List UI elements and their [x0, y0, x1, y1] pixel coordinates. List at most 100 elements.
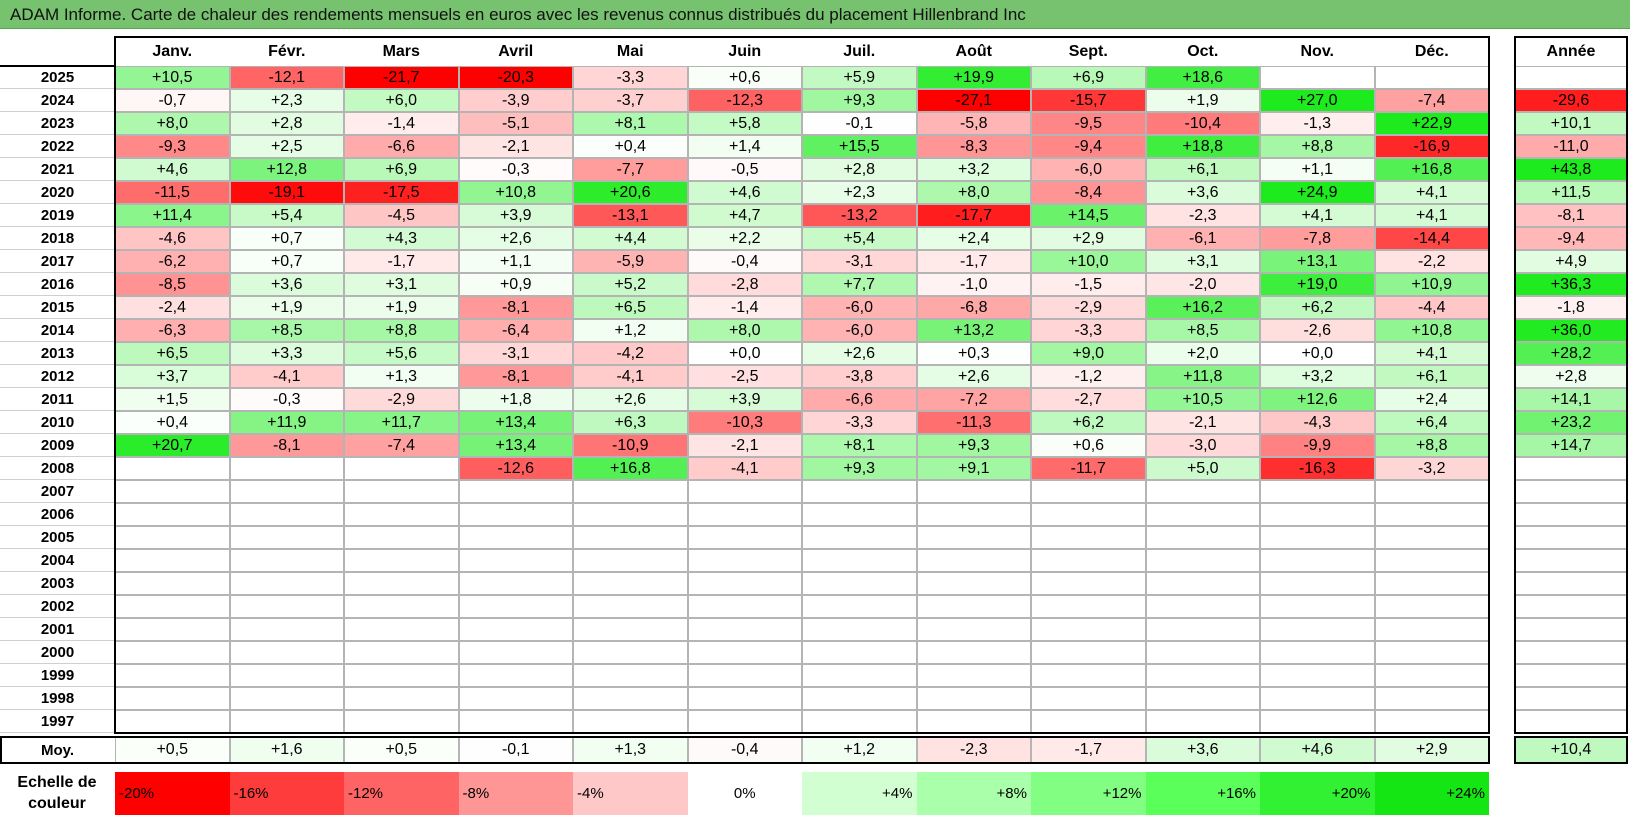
heatmap-cell: +3,2	[916, 158, 1031, 181]
row-year-label: 2008	[0, 457, 115, 480]
heatmap-cell	[1374, 549, 1489, 572]
row-year-label: 2009	[0, 434, 115, 457]
heatmap-cell: -17,5	[344, 181, 459, 204]
header-divider	[0, 65, 115, 67]
heatmap-cell: -16,3	[1260, 457, 1375, 480]
row-year-label: 2005	[0, 526, 115, 549]
heatmap-cell: +4,1	[1374, 342, 1489, 365]
average-row-label: Moy.	[0, 737, 115, 763]
heatmap-cell	[1374, 66, 1489, 89]
heatmap-cell: -4,1	[573, 365, 688, 388]
heatmap-cell	[802, 687, 917, 710]
column-header: Mars	[344, 37, 459, 66]
heatmap-cell: +4,1	[1260, 204, 1375, 227]
average-cell: +1,2	[802, 737, 917, 763]
heatmap-cell	[1031, 572, 1146, 595]
heatmap-cell	[1145, 480, 1260, 503]
heatmap-cell	[1260, 549, 1375, 572]
heatmap-cell	[344, 526, 459, 549]
heatmap-cell	[802, 618, 917, 641]
heatmap-cell	[687, 618, 802, 641]
heatmap-cell	[344, 641, 459, 664]
heatmap-cell	[1031, 641, 1146, 664]
heatmap-cell: +1,1	[458, 250, 573, 273]
heatmap-cell: +5,9	[802, 66, 917, 89]
heatmap-cell: -6,3	[115, 319, 230, 342]
heatmap-cell	[115, 572, 230, 595]
heatmap-cell	[458, 549, 573, 572]
heatmap-cell	[458, 526, 573, 549]
heatmap-cell	[802, 549, 917, 572]
heatmap-cell: +13,4	[458, 434, 573, 457]
heatmap-cell	[458, 664, 573, 687]
row-year-label: 2000	[0, 641, 115, 664]
heatmap-cell	[1145, 710, 1260, 733]
heatmap-cell: +3,2	[1260, 365, 1375, 388]
heatmap-cell: +6,2	[1260, 296, 1375, 319]
heatmap-cell: -6,8	[916, 296, 1031, 319]
annual-cell	[1515, 549, 1627, 572]
row-year-label: 2013	[0, 342, 115, 365]
annual-cell: -29,6	[1515, 89, 1627, 112]
color-scale-swatch: 0%	[687, 772, 802, 815]
color-scale-swatch: +4%	[802, 772, 917, 815]
heatmap-cell	[458, 618, 573, 641]
heatmap-cell: -2,1	[1145, 411, 1260, 434]
heatmap-cell	[1260, 687, 1375, 710]
heatmap-cell: -6,1	[1145, 227, 1260, 250]
average-cell: +0,5	[344, 737, 459, 763]
row-year-label: 2001	[0, 618, 115, 641]
heatmap-cell: +5,4	[229, 204, 344, 227]
heatmap-cell: +2,0	[1145, 342, 1260, 365]
heatmap-cell: +18,8	[1145, 135, 1260, 158]
heatmap-cell: +1,9	[229, 296, 344, 319]
heatmap-cell: +1,8	[458, 388, 573, 411]
heatmap-cell	[344, 664, 459, 687]
heatmap-cell	[229, 457, 344, 480]
annual-cell: +36,0	[1515, 319, 1627, 342]
heatmap-cell	[802, 641, 917, 664]
heatmap-cell: -11,5	[115, 181, 230, 204]
heatmap-cell	[1374, 480, 1489, 503]
heatmap-cell	[115, 687, 230, 710]
heatmap-cell: -0,7	[115, 89, 230, 112]
heatmap-cell	[344, 480, 459, 503]
heatmap-cell: +3,3	[229, 342, 344, 365]
annual-cell	[1515, 595, 1627, 618]
heatmap-cell: -1,4	[687, 296, 802, 319]
heatmap-cell	[458, 480, 573, 503]
heatmap-cell	[687, 687, 802, 710]
heatmap-cell	[802, 595, 917, 618]
heatmap-cell	[115, 710, 230, 733]
row-year-label: 1999	[0, 664, 115, 687]
color-scale-swatch: +16%	[1145, 772, 1260, 815]
heatmap-cell: -19,1	[229, 181, 344, 204]
heatmap-cell: +2,3	[229, 89, 344, 112]
heatmap-cell	[1374, 710, 1489, 733]
heatmap-cell	[916, 595, 1031, 618]
heatmap-cell: +8,1	[573, 112, 688, 135]
heatmap-cell: -9,5	[1031, 112, 1146, 135]
heatmap-cell: -1,4	[344, 112, 459, 135]
heatmap-cell: +2,4	[916, 227, 1031, 250]
heatmap-cell	[916, 549, 1031, 572]
heatmap-cell	[573, 595, 688, 618]
heatmap-cell	[1031, 595, 1146, 618]
column-header: Juin	[687, 37, 802, 66]
heatmap-cell: +8,8	[1260, 135, 1375, 158]
heatmap-cell: -8,1	[458, 365, 573, 388]
annual-cell	[1515, 572, 1627, 595]
heatmap-cell: -14,4	[1374, 227, 1489, 250]
heatmap-cell: -1,7	[344, 250, 459, 273]
heatmap-cell: -6,0	[802, 296, 917, 319]
heatmap-cell: -3,0	[1145, 434, 1260, 457]
heatmap-cell: +6,2	[1031, 411, 1146, 434]
heatmap-cell: -4,6	[115, 227, 230, 250]
heatmap-cell	[916, 526, 1031, 549]
row-year-label: 2006	[0, 503, 115, 526]
heatmap-cell: +3,9	[687, 388, 802, 411]
heatmap-cell: -3,9	[458, 89, 573, 112]
heatmap-cell: -5,9	[573, 250, 688, 273]
heatmap-cell: -0,3	[229, 388, 344, 411]
heatmap-cell: +1,2	[573, 319, 688, 342]
